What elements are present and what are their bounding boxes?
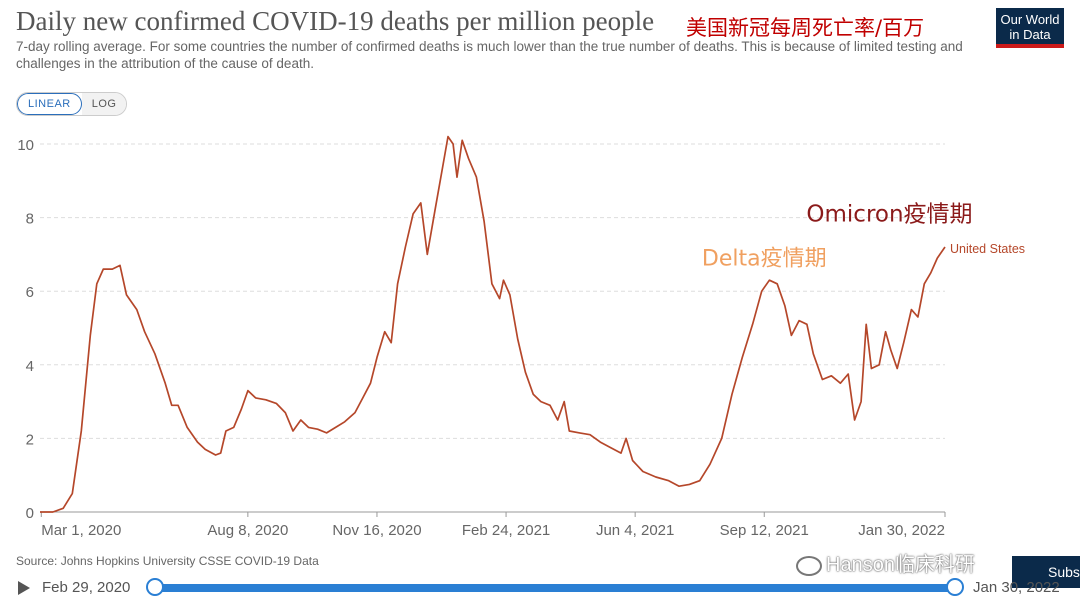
x-tick-label: Sep 12, 2021 <box>720 522 809 539</box>
x-axis: Mar 1, 2020 Aug 8, 2020 Nov 16, 2020 Feb 24… <box>40 512 946 539</box>
x-tick-label: Nov 16, 2020 <box>332 522 421 539</box>
y-tick-label: 0 <box>26 505 34 522</box>
series-layer: United States <box>40 135 1025 513</box>
y-axis: 0 2 4 6 8 10 <box>17 137 34 522</box>
x-tick-label: Aug 8, 2020 <box>207 522 288 539</box>
y-tick-label: 6 <box>26 284 34 301</box>
annotations-layer: Delta疫情期 Omicron疫情期 <box>702 201 973 271</box>
chart-title: Daily new confirmed COVID-19 deaths per … <box>16 6 655 36</box>
grid <box>40 143 945 513</box>
scale-toggle: LINEAR LOG <box>16 92 128 116</box>
chinese-annotation-title: 美国新冠每周死亡率/百万 <box>686 16 925 40</box>
y-tick-label: 10 <box>17 137 34 154</box>
owid-logo[interactable]: Our World in Data <box>996 8 1064 48</box>
timeline-start-label: Feb 29, 2020 <box>42 579 131 596</box>
source-note[interactable]: Source: Johns Hopkins University CSSE CO… <box>16 554 319 568</box>
log-scale-button[interactable]: LOG <box>81 93 127 115</box>
play-icon[interactable] <box>18 581 30 595</box>
y-tick-label: 4 <box>26 358 34 375</box>
series-end-label[interactable]: United States <box>950 242 1025 256</box>
watermark: Hanson临床科研 <box>796 548 975 577</box>
wechat-icon <box>796 555 822 576</box>
chart-subtitle: 7-day rolling average. For some countrie… <box>16 39 963 71</box>
y-tick-label: 2 <box>26 431 34 448</box>
subscribe-button[interactable]: Subs <box>1012 556 1080 588</box>
timeline-end-handle[interactable] <box>946 578 964 596</box>
annotation-omicron: Omicron疫情期 <box>806 201 972 227</box>
annotation-delta: Delta疫情期 <box>702 246 827 271</box>
timeline-start-handle[interactable] <box>146 578 164 596</box>
timeline-slider[interactable] <box>154 584 954 592</box>
x-tick-label: Jan 30, 2022 <box>858 522 945 539</box>
x-tick-label: Feb 24, 2021 <box>462 522 550 539</box>
watermark-text: Hanson临床科研 <box>826 554 975 576</box>
series-line-united-states[interactable] <box>40 135 946 513</box>
linear-scale-button[interactable]: LINEAR <box>17 93 82 115</box>
x-tick-label: Mar 1, 2020 <box>41 522 121 539</box>
logo-line-2: in Data <box>1009 27 1051 42</box>
y-tick-label: 8 <box>26 211 34 228</box>
logo-line-1: Our World <box>1000 12 1060 27</box>
x-tick-label: Jun 4, 2021 <box>596 522 674 539</box>
timeline-end-label: Jan 30, 2022 <box>973 579 1060 596</box>
